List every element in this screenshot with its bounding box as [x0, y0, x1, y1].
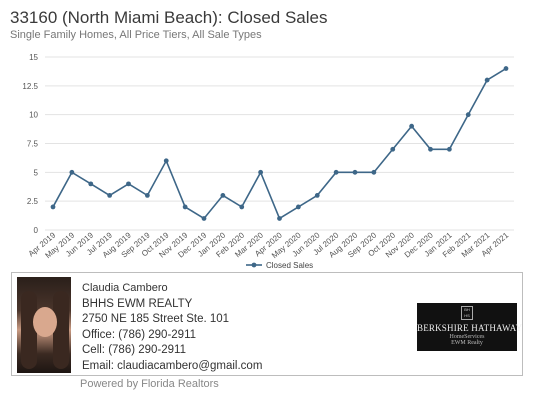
data-point[interactable] [220, 193, 226, 198]
data-point[interactable] [503, 66, 509, 71]
y-tick-label: 0 [34, 226, 39, 235]
agent-cell-phone: Cell: (786) 290-2911 [82, 344, 186, 357]
agent-photo [17, 277, 71, 373]
y-tick-label: 15 [29, 53, 38, 62]
data-point[interactable] [239, 204, 245, 210]
agent-info: Claudia Cambero BHHS EWM REALTY 2750 NE … [82, 281, 262, 375]
logo-brand: BERKSHIRE HATHAWAY [417, 323, 523, 333]
data-point[interactable] [201, 216, 207, 221]
data-point[interactable] [409, 123, 415, 129]
data-point[interactable] [258, 169, 264, 175]
agent-company: BHHS EWM REALTY [82, 297, 193, 310]
data-point[interactable] [428, 146, 433, 152]
data-point[interactable] [126, 181, 131, 187]
page-subtitle: Single Family Homes, All Price Tiers, Al… [10, 29, 262, 41]
agent-address: 2750 NE 185 Street Ste. 101 [82, 313, 230, 326]
data-point[interactable] [88, 181, 94, 187]
data-point[interactable] [277, 216, 282, 221]
data-point[interactable] [446, 146, 452, 152]
agent-office-phone: Office: (786) 290-2911 [82, 328, 197, 341]
logo-sub2: EWM Realty [451, 340, 483, 346]
agent-email[interactable]: Email: claudiacambero@gmail.com [82, 359, 263, 372]
data-point[interactable] [163, 158, 169, 164]
logo-sub: HomeServices [449, 334, 485, 340]
powered-by: Powered by Florida Realtors [80, 378, 219, 390]
data-point[interactable] [484, 77, 490, 83]
brokerage-logo: BH HS BERKSHIRE HATHAWAY HomeServices EW… [417, 303, 523, 351]
data-point[interactable] [390, 146, 396, 152]
data-point[interactable] [69, 169, 75, 175]
agent-card: Claudia Cambero BHHS EWM REALTY 2750 NE … [11, 272, 523, 376]
data-point[interactable] [352, 169, 358, 175]
agent-name: Claudia Cambero [82, 282, 168, 294]
legend-label: Closed Sales [266, 261, 313, 270]
data-point[interactable] [314, 193, 320, 198]
data-point[interactable] [107, 193, 113, 198]
data-point[interactable] [333, 169, 339, 175]
legend-marker [251, 262, 257, 268]
y-tick-label: 5 [34, 168, 39, 177]
y-tick-label: 7.5 [27, 140, 39, 149]
data-point[interactable] [465, 112, 471, 118]
y-tick-label: 10 [29, 111, 38, 120]
y-tick-label: 12.5 [22, 82, 38, 91]
logo-emblem: BH HS [461, 306, 473, 320]
page-title: 33160 (North Miami Beach): Closed Sales [10, 8, 328, 27]
data-point[interactable] [182, 204, 188, 210]
data-point[interactable] [144, 193, 150, 198]
data-point[interactable] [295, 204, 301, 210]
data-point[interactable] [371, 169, 377, 175]
data-point[interactable] [50, 204, 56, 210]
y-tick-label: 2.5 [27, 197, 39, 206]
